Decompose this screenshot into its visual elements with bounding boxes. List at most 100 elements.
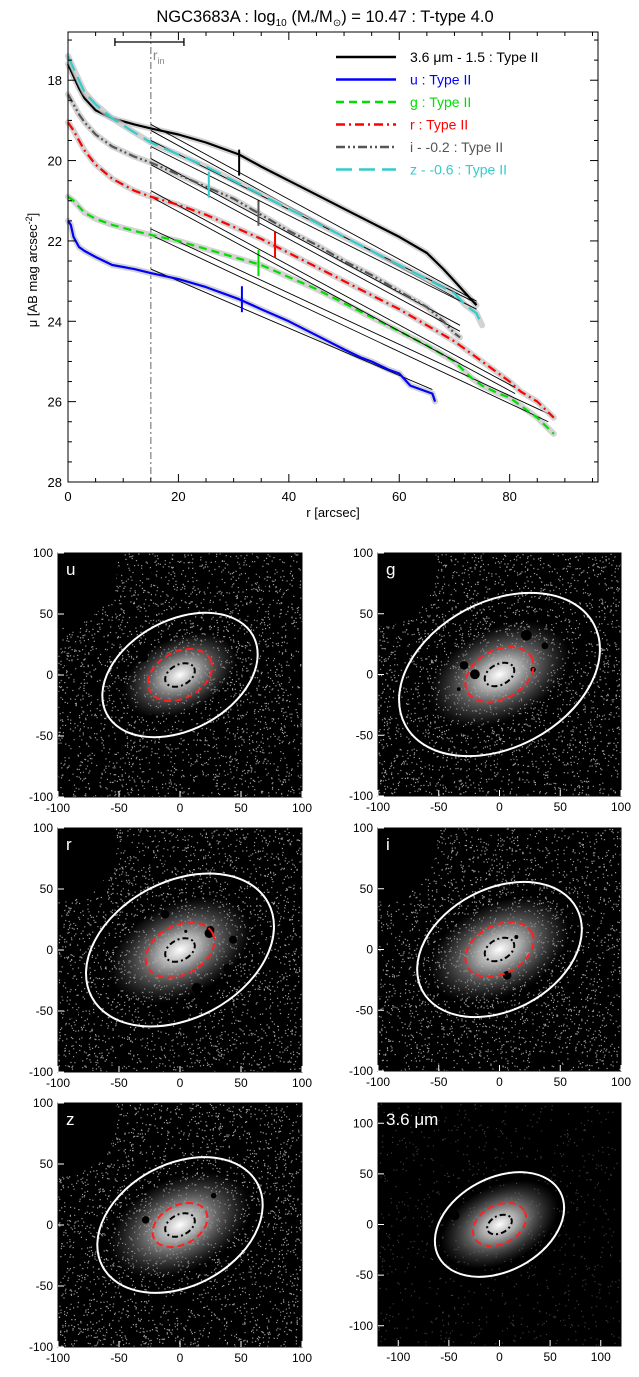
masked-star (249, 1119, 259, 1130)
y-tick-label: 100 (33, 1096, 53, 1110)
masked-star (229, 935, 238, 944)
masked-star (514, 934, 519, 939)
masked-star (390, 1283, 396, 1289)
rin-label: rin (153, 47, 165, 66)
x-tick-label: 0 (64, 489, 71, 504)
galaxy-image (378, 1103, 621, 1346)
galaxy-image (58, 1103, 302, 1347)
x-tick-label: 40 (282, 489, 296, 504)
masked-star (135, 1159, 146, 1171)
inner-ellipse (483, 936, 516, 963)
legend-entry: i - -0.2 : Type II (410, 139, 503, 155)
masked-star (146, 1160, 155, 1168)
outer-ellipse (101, 611, 259, 739)
masked-star (153, 1137, 160, 1145)
x-tick-label: -50 (110, 1351, 128, 1365)
fit-line-1 (150, 234, 549, 423)
mid-ellipse (464, 921, 535, 978)
y-tick-label: 0 (46, 668, 53, 682)
y-tick-label: -100 (349, 789, 373, 803)
masked-star (493, 585, 501, 594)
x-tick-label: 50 (234, 1076, 248, 1090)
masked-star (439, 905, 450, 917)
masked-region (58, 1103, 118, 1177)
masked-star (552, 603, 561, 612)
y-tick-label: -100 (349, 1064, 373, 1078)
masked-star (256, 839, 262, 845)
masked-star (437, 650, 444, 657)
title-subscript-3: ⊙ (333, 18, 341, 29)
masked-star (91, 768, 100, 777)
masked-star (283, 651, 292, 660)
inner-ellipse (164, 662, 196, 688)
y-tick-label: -50 (36, 1279, 54, 1293)
masked-star (520, 629, 532, 641)
fit-line-0 (150, 124, 477, 302)
masked-star (191, 763, 201, 774)
x-tick-label: 100 (292, 1351, 312, 1365)
masked-star (491, 1054, 497, 1060)
masked-star (147, 857, 156, 866)
masked-star (195, 717, 199, 722)
x-tick-label: 80 (502, 489, 516, 504)
y-tick-label: 22 (48, 234, 62, 249)
masked-star (148, 714, 156, 722)
series-line (66, 55, 484, 326)
masked-star (502, 970, 512, 980)
series-line (67, 220, 437, 402)
outer-ellipse (398, 591, 601, 758)
y-tick-label: -100 (29, 790, 53, 804)
title-mid: (M (287, 8, 311, 26)
y-tick-label: 50 (40, 607, 54, 621)
masked-star (273, 767, 277, 771)
outer-ellipse (433, 1171, 566, 1278)
outer-ellipse (416, 880, 583, 1019)
masked-star (251, 751, 257, 756)
x-tick-label: 50 (554, 1075, 568, 1089)
y-tick-label: -50 (356, 728, 374, 742)
y-axis-label: μ [AB mag arcsec-2] (24, 213, 40, 328)
masked-star (497, 755, 508, 766)
series-4 (65, 91, 463, 341)
masked-star (469, 572, 475, 579)
masked-star (528, 886, 539, 898)
fit-line-1 (150, 196, 516, 395)
masked-star (605, 846, 610, 851)
masked-star (613, 1200, 621, 1211)
y-tick-label: 50 (40, 882, 54, 896)
y-tick-label: 0 (46, 943, 53, 957)
masked-star (609, 1324, 617, 1332)
legend-entry: z - -0.6 : Type II (410, 162, 507, 178)
x-tick-label: 0 (496, 1350, 503, 1364)
masked-star (259, 580, 267, 588)
masked-star (502, 850, 512, 861)
masked-star (179, 1281, 188, 1290)
galaxy-image (58, 553, 302, 797)
y-tick-label: 28 (48, 475, 62, 490)
x-tick-label: 60 (392, 489, 406, 504)
x-tick-label: 0 (496, 800, 503, 814)
series-uncertainty-band (65, 217, 439, 405)
rin-label-main: r (153, 47, 158, 63)
masked-star (385, 751, 392, 759)
x-tick-label: -100 (46, 801, 70, 815)
masked-star (223, 964, 232, 973)
masked-star (603, 1290, 608, 1295)
masked-star (68, 1008, 79, 1019)
x-tick-label: -100 (366, 1075, 390, 1089)
image-panel-g: g -100 -50 0 50 100 100 50 0 -50 -100 (349, 546, 631, 814)
masked-star (268, 1290, 272, 1295)
mid-ellipse (464, 646, 535, 703)
plot-frame (67, 31, 599, 483)
fit-line-1 (150, 146, 477, 310)
inner-ellipse (483, 661, 516, 688)
panel-band-label: 3.6 μm (386, 1110, 438, 1129)
fit-line-0 (150, 268, 433, 391)
masked-star (546, 734, 552, 740)
masked-star (184, 929, 188, 933)
masked-star (110, 935, 115, 940)
galaxy-glow (108, 1171, 252, 1279)
y-tick-label: -100 (29, 1065, 53, 1079)
x-tick-label: 50 (554, 800, 568, 814)
masked-star (448, 759, 456, 767)
